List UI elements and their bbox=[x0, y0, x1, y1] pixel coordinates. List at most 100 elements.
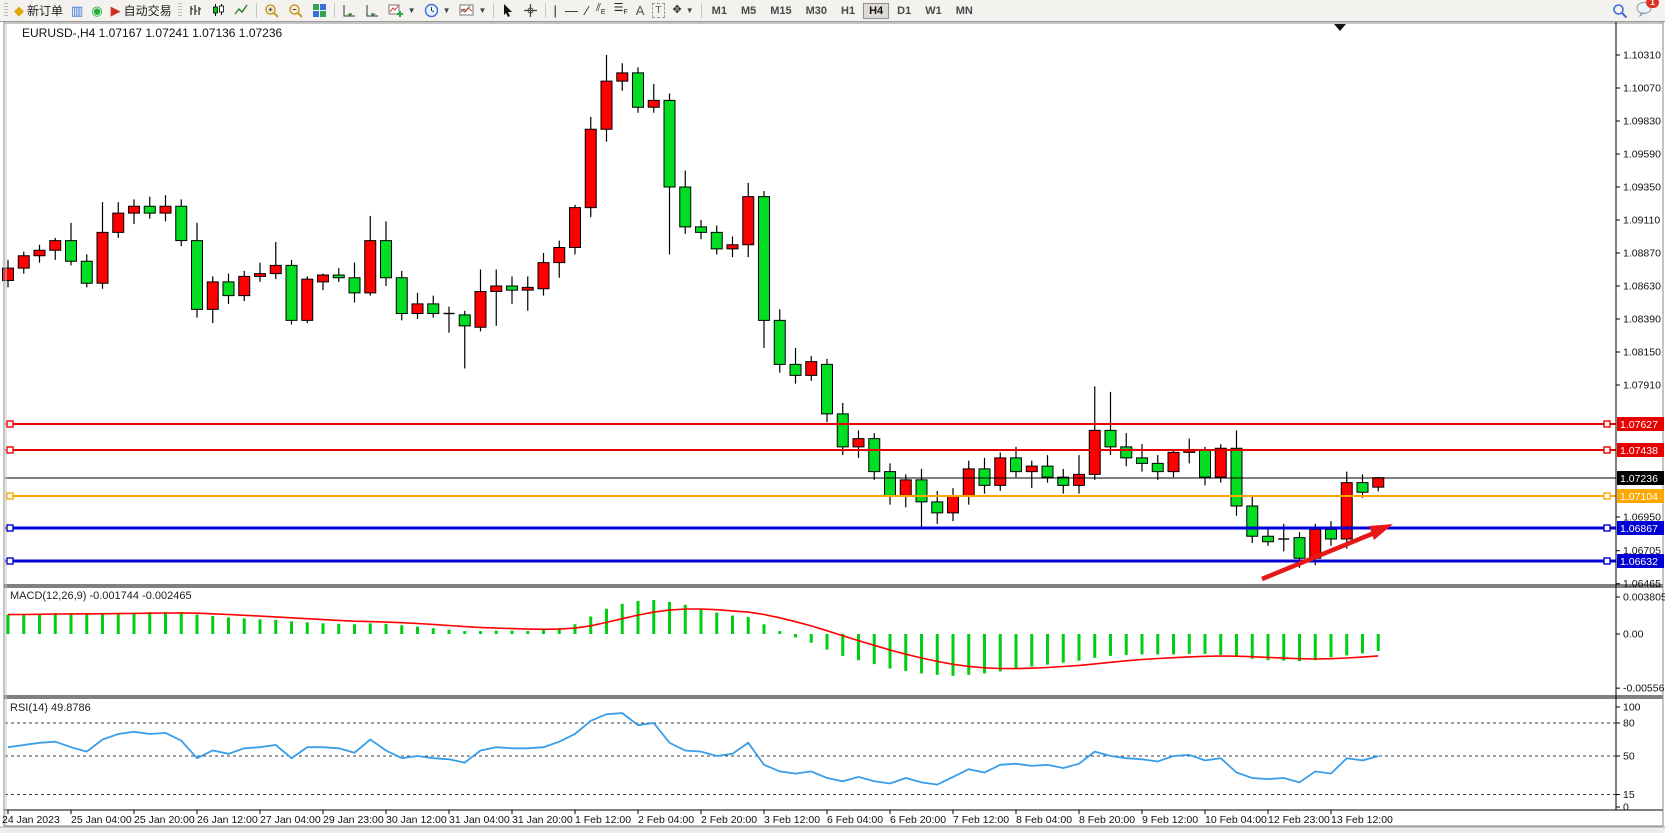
horizontal-line[interactable] bbox=[5, 524, 1616, 532]
svg-text:8 Feb 20:00: 8 Feb 20:00 bbox=[1079, 814, 1135, 826]
text-label-tool[interactable]: T bbox=[648, 1, 668, 20]
candlestick-chart-icon bbox=[212, 4, 224, 16]
search-button[interactable] bbox=[1608, 1, 1632, 20]
dropdown-caret-icon: ▼ bbox=[685, 6, 694, 15]
indicator-axes: 0.003805 0.00 -0.005569 100 80 50 150 bbox=[1616, 592, 1665, 814]
svg-text:0: 0 bbox=[1623, 802, 1629, 814]
horizontal-line[interactable] bbox=[5, 492, 1616, 500]
svg-text:1.09110: 1.09110 bbox=[1623, 215, 1660, 227]
separator bbox=[333, 3, 335, 18]
new-order-icon: ◆ bbox=[14, 3, 24, 18]
timeframe-m5-button[interactable]: M5 bbox=[740, 4, 757, 17]
svg-text:25 Jan 20:00: 25 Jan 20:00 bbox=[134, 814, 195, 826]
zoom-in-button[interactable] bbox=[260, 1, 284, 20]
svg-text:6 Feb 20:00: 6 Feb 20:00 bbox=[890, 814, 946, 826]
timeframe-h1-button[interactable]: H1 bbox=[841, 4, 856, 17]
notifications-button[interactable]: 1 bbox=[1632, 0, 1659, 20]
navigator-button[interactable]: ◉ bbox=[87, 1, 106, 20]
horizontal-line[interactable] bbox=[5, 420, 1616, 428]
fibonacci-tool[interactable]: ☰F bbox=[610, 1, 632, 20]
timeframe-h4-button[interactable]: H4 bbox=[863, 2, 890, 19]
line-chart-button[interactable] bbox=[230, 1, 253, 20]
separator bbox=[700, 3, 702, 18]
time-axis[interactable]: 24 Jan 2023 25 Jan 04:00 25 Jan 20:00 26 Ja… bbox=[2, 810, 1393, 826]
svg-text:1.07236: 1.07236 bbox=[1620, 473, 1658, 485]
text-icon: A bbox=[635, 3, 645, 18]
chart-background bbox=[0, 22, 1665, 833]
svg-text:50: 50 bbox=[1623, 751, 1635, 763]
dropdown-caret-icon: ▼ bbox=[407, 6, 416, 15]
chart-window[interactable]: 1.10310 1.10070 1.09830 1.09590 1.09350 1.091… bbox=[0, 22, 1665, 833]
svg-text:7 Feb 12:00: 7 Feb 12:00 bbox=[953, 814, 1009, 826]
chart-shift-icon bbox=[366, 5, 378, 17]
svg-text:1.09350: 1.09350 bbox=[1623, 182, 1661, 194]
crosshair-icon bbox=[524, 4, 538, 17]
svg-text:15: 15 bbox=[1623, 789, 1635, 801]
timeframe-w1-button[interactable]: W1 bbox=[925, 4, 942, 17]
text-tool[interactable]: A bbox=[632, 1, 649, 20]
crosshair-tool-button[interactable] bbox=[519, 1, 542, 20]
arrows-tool-icon: ✥ bbox=[672, 4, 682, 16]
chart-canvas[interactable]: 1.10310 1.10070 1.09830 1.09590 1.09350 1.091… bbox=[0, 22, 1665, 833]
charts-window-button[interactable]: ▥ bbox=[67, 1, 87, 20]
timeframe-m1-button[interactable]: M1 bbox=[711, 4, 727, 17]
trendline-icon: ∕ bbox=[585, 3, 588, 18]
horizontal-line-tool[interactable]: — bbox=[561, 1, 582, 20]
svg-text:8 Feb 04:00: 8 Feb 04:00 bbox=[1016, 814, 1072, 826]
svg-text:1.06465: 1.06465 bbox=[1623, 578, 1661, 590]
channel-tool[interactable]: ⫽E bbox=[592, 1, 610, 20]
new-order-label: 新订单 bbox=[27, 4, 64, 18]
autotrading-icon: ▶ bbox=[110, 3, 121, 18]
svg-text:9 Feb 12:00: 9 Feb 12:00 bbox=[1142, 814, 1198, 826]
add-indicator-button[interactable]: ▼ bbox=[384, 1, 420, 20]
dropdown-caret-icon: ▼ bbox=[442, 6, 451, 15]
svg-text:1.10070: 1.10070 bbox=[1623, 83, 1661, 95]
macd-histogram bbox=[6, 599, 1380, 676]
tile-windows-icon bbox=[312, 4, 326, 17]
autotrading-button[interactable]: ▶ 自动交易 bbox=[107, 1, 176, 20]
svg-text:1.06950: 1.06950 bbox=[1623, 512, 1661, 524]
svg-text:1.08150: 1.08150 bbox=[1623, 347, 1661, 359]
svg-text:0.003805: 0.003805 bbox=[1623, 592, 1665, 604]
svg-text:1.06867: 1.06867 bbox=[1620, 523, 1658, 535]
notification-badge: 1 bbox=[1645, 0, 1659, 8]
svg-text:3 Feb 12:00: 3 Feb 12:00 bbox=[764, 814, 820, 826]
toolbar-grip bbox=[4, 3, 8, 18]
candlestick-chart-button[interactable] bbox=[207, 1, 230, 20]
auto-scroll-button[interactable] bbox=[338, 1, 361, 20]
dropdown-caret-icon: ▼ bbox=[478, 6, 487, 15]
horizontal-line[interactable] bbox=[5, 557, 1616, 565]
text-label-icon: T bbox=[652, 3, 665, 18]
templates-menu-button[interactable]: ▼ bbox=[455, 1, 491, 20]
periods-menu-button[interactable]: ▼ bbox=[420, 1, 455, 20]
line-chart-icon bbox=[234, 4, 248, 15]
trendline-tool[interactable]: ∕ bbox=[582, 1, 592, 20]
vertical-line-tool[interactable]: | bbox=[549, 1, 560, 20]
svg-text:80: 80 bbox=[1623, 718, 1635, 730]
price-axis[interactable]: 1.10310 1.10070 1.09830 1.09590 1.09350 1.091… bbox=[1616, 50, 1661, 591]
timeframe-mn-button[interactable]: MN bbox=[955, 4, 973, 17]
timeframe-d1-button[interactable]: D1 bbox=[897, 4, 912, 17]
svg-text:1.07438: 1.07438 bbox=[1620, 445, 1658, 457]
pane-borders bbox=[3, 22, 1664, 827]
svg-text:25 Jan 04:00: 25 Jan 04:00 bbox=[71, 814, 132, 826]
tile-windows-button[interactable] bbox=[308, 1, 331, 20]
trend-arrow-annotation[interactable] bbox=[1261, 524, 1393, 582]
timeframe-m30-button[interactable]: M30 bbox=[805, 4, 828, 17]
chart-shift-marker[interactable] bbox=[1334, 24, 1346, 31]
macd-indicator-label: MACD(12,26,9) -0.001744 -0.002465 bbox=[10, 590, 192, 602]
bar-chart-button[interactable] bbox=[184, 1, 207, 20]
zoom-out-button[interactable] bbox=[284, 1, 308, 20]
timeframe-m15-button[interactable]: M15 bbox=[770, 4, 792, 17]
chart-shift-button[interactable] bbox=[361, 1, 384, 20]
svg-text:24 Jan 2023: 24 Jan 2023 bbox=[2, 814, 60, 826]
new-order-button[interactable]: ◆ 新订单 bbox=[10, 1, 67, 20]
cursor-tool-button[interactable] bbox=[497, 1, 519, 20]
vertical-line-icon: | bbox=[553, 3, 557, 18]
svg-text:1.10310: 1.10310 bbox=[1623, 50, 1661, 62]
svg-text:2 Feb 04:00: 2 Feb 04:00 bbox=[638, 814, 694, 826]
horizontal-line[interactable] bbox=[5, 446, 1616, 454]
rsi-level-lines bbox=[5, 722, 1616, 795]
arrows-tool[interactable]: ✥ ▼ bbox=[669, 1, 698, 20]
template-icon bbox=[459, 4, 474, 16]
